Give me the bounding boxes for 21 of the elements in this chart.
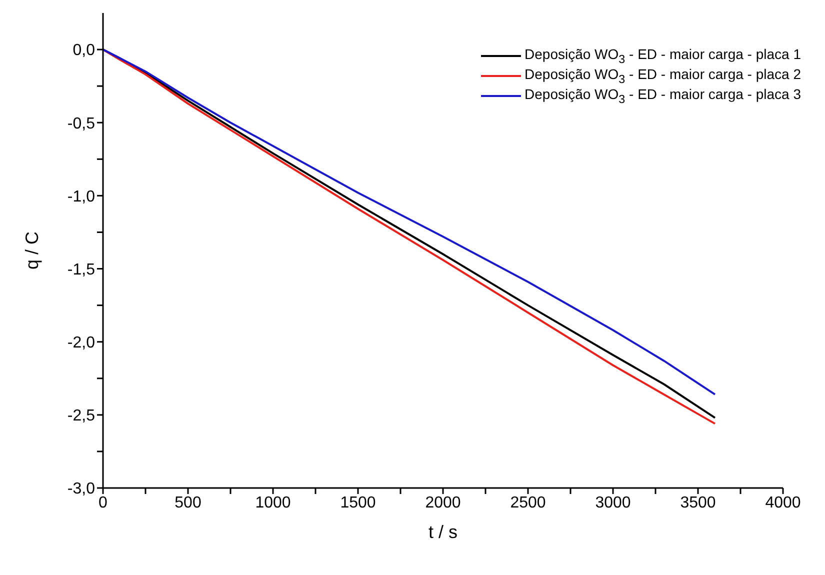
x-tick-label: 0 (98, 494, 108, 512)
x-tick-label: 3500 (680, 494, 716, 512)
y-axis-title: q / C (22, 231, 42, 270)
x-tick-label: 500 (174, 494, 202, 512)
x-tick-label: 3000 (595, 494, 631, 512)
y-tick-label: -2,5 (67, 408, 96, 425)
x-axis-title: t / s (428, 522, 458, 542)
x-tick-label: 4000 (765, 494, 801, 512)
y-tick-label: -1,0 (67, 188, 96, 206)
x-tick-label: 2000 (425, 494, 461, 512)
y-tick-label: -2,0 (67, 334, 96, 352)
y-tick-label: -0,5 (67, 115, 96, 132)
y-tick-label: -3,0 (67, 480, 96, 498)
legend-label: Deposição WO$_{3}$ - ED - maior carga - placa 3 (524, 86, 801, 106)
x-tick-label: 1000 (255, 494, 291, 512)
y-tick-label: 0,0 (72, 42, 96, 60)
x-tick-label: 1500 (340, 494, 376, 512)
legend-label: Deposição WO$_{3}$ - ED - maior carga - placa 1 (524, 46, 801, 66)
x-tick-label: 2500 (510, 494, 546, 512)
legend-label: Deposição WO$_{3}$ - ED - maior carga - placa 2 (524, 66, 801, 86)
y-tick-label: -1,5 (67, 261, 96, 278)
